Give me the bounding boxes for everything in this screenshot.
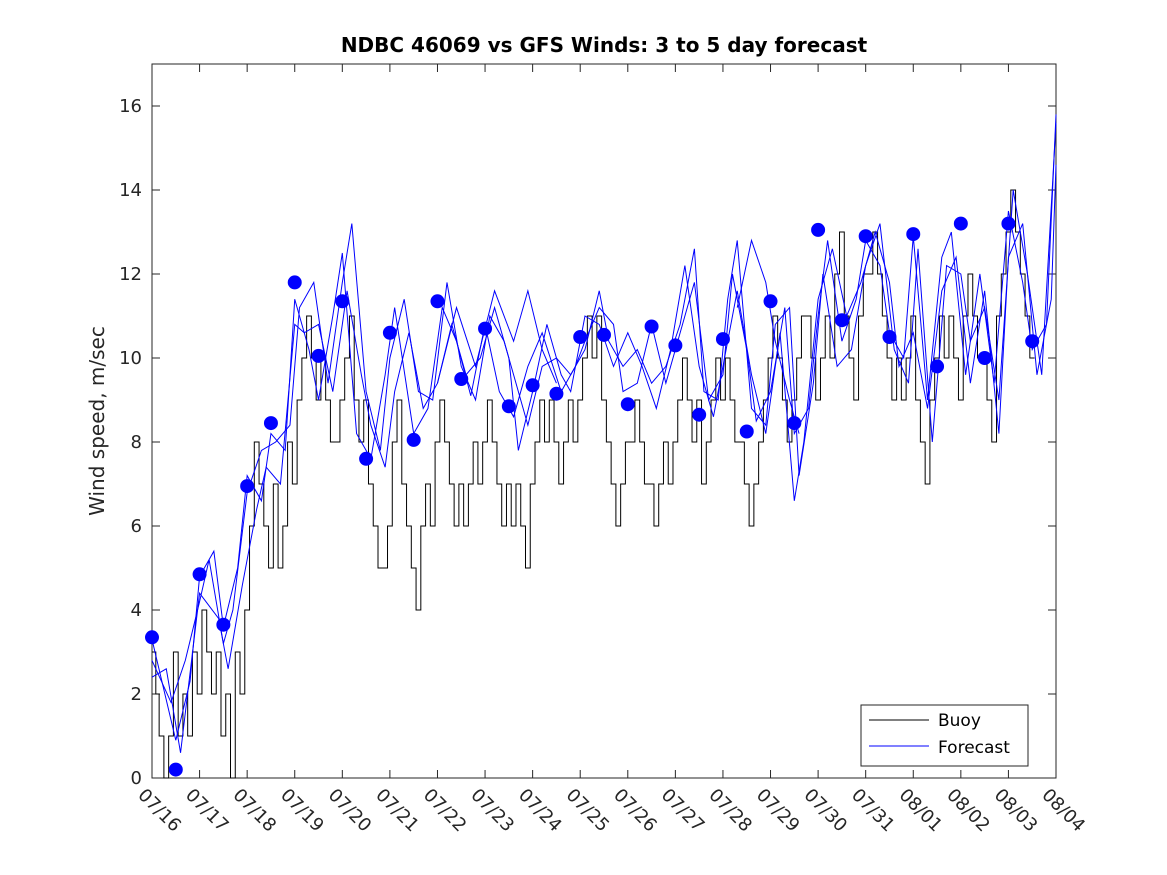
legend-label-buoy: Buoy — [938, 711, 981, 731]
forecast-marker — [668, 338, 683, 353]
forecast-marker — [953, 216, 968, 231]
forecast-series-line — [736, 238, 800, 434]
forecast-marker — [763, 294, 778, 309]
y-tick-label: 14 — [119, 180, 142, 201]
y-axis-label: Wind speed, m/sec — [85, 326, 109, 516]
forecast-marker — [406, 432, 421, 447]
y-tick-label: 4 — [131, 600, 142, 621]
forecast-marker — [430, 294, 445, 309]
forecast-marker — [573, 330, 588, 344]
forecast-marker — [501, 399, 516, 414]
forecast-marker — [1025, 334, 1040, 349]
y-tick-label: 2 — [131, 684, 142, 705]
forecast-marker — [478, 321, 493, 336]
forecast-marker — [930, 359, 945, 374]
y-tick-label: 8 — [131, 432, 142, 453]
forecast-marker — [525, 378, 540, 393]
forecast-marker — [787, 416, 802, 431]
forecast-marker — [644, 319, 659, 334]
forecast-marker — [858, 229, 873, 244]
plot-area — [151, 63, 1057, 779]
forecast-marker — [597, 327, 611, 342]
forecast-marker — [882, 330, 897, 344]
forecast-marker — [549, 386, 564, 401]
forecast-marker — [335, 294, 350, 309]
forecast-marker — [715, 332, 730, 347]
forecast-marker — [359, 451, 374, 466]
forecast-marker — [739, 424, 754, 439]
legend-label-forecast: Forecast — [938, 738, 1010, 758]
forecast-series-line — [151, 122, 1057, 704]
y-tick-label: 6 — [131, 516, 142, 537]
forecast-marker — [216, 617, 231, 632]
forecast-marker — [692, 407, 707, 422]
forecast-marker — [263, 416, 278, 431]
forecast-marker — [811, 222, 826, 237]
forecast-marker — [906, 227, 921, 242]
y-tick-label: 12 — [119, 264, 142, 285]
legend: Buoy Forecast — [860, 704, 1029, 767]
forecast-marker — [240, 479, 255, 494]
chart-title: NDBC 46069 vs GFS Winds: 3 to 5 day fore… — [341, 33, 868, 57]
forecast-marker — [834, 313, 849, 328]
forecast-marker — [1001, 216, 1016, 231]
y-tick-label: 10 — [119, 348, 142, 369]
forecast-series-line — [436, 288, 557, 384]
forecast-marker — [168, 762, 183, 777]
forecast-marker — [287, 275, 302, 290]
y-tick-label: 0 — [131, 768, 142, 789]
y-tick-label: 16 — [119, 96, 142, 117]
forecast-marker — [192, 567, 207, 582]
forecast-marker — [977, 351, 992, 365]
forecast-marker — [311, 348, 326, 363]
forecast-series-line — [151, 164, 1057, 753]
forecast-marker — [145, 630, 159, 645]
series-layer — [145, 114, 1057, 779]
forecast-marker — [382, 325, 397, 340]
legend-box — [860, 704, 1029, 767]
forecast-marker — [454, 372, 469, 386]
forecast-marker — [620, 397, 635, 412]
